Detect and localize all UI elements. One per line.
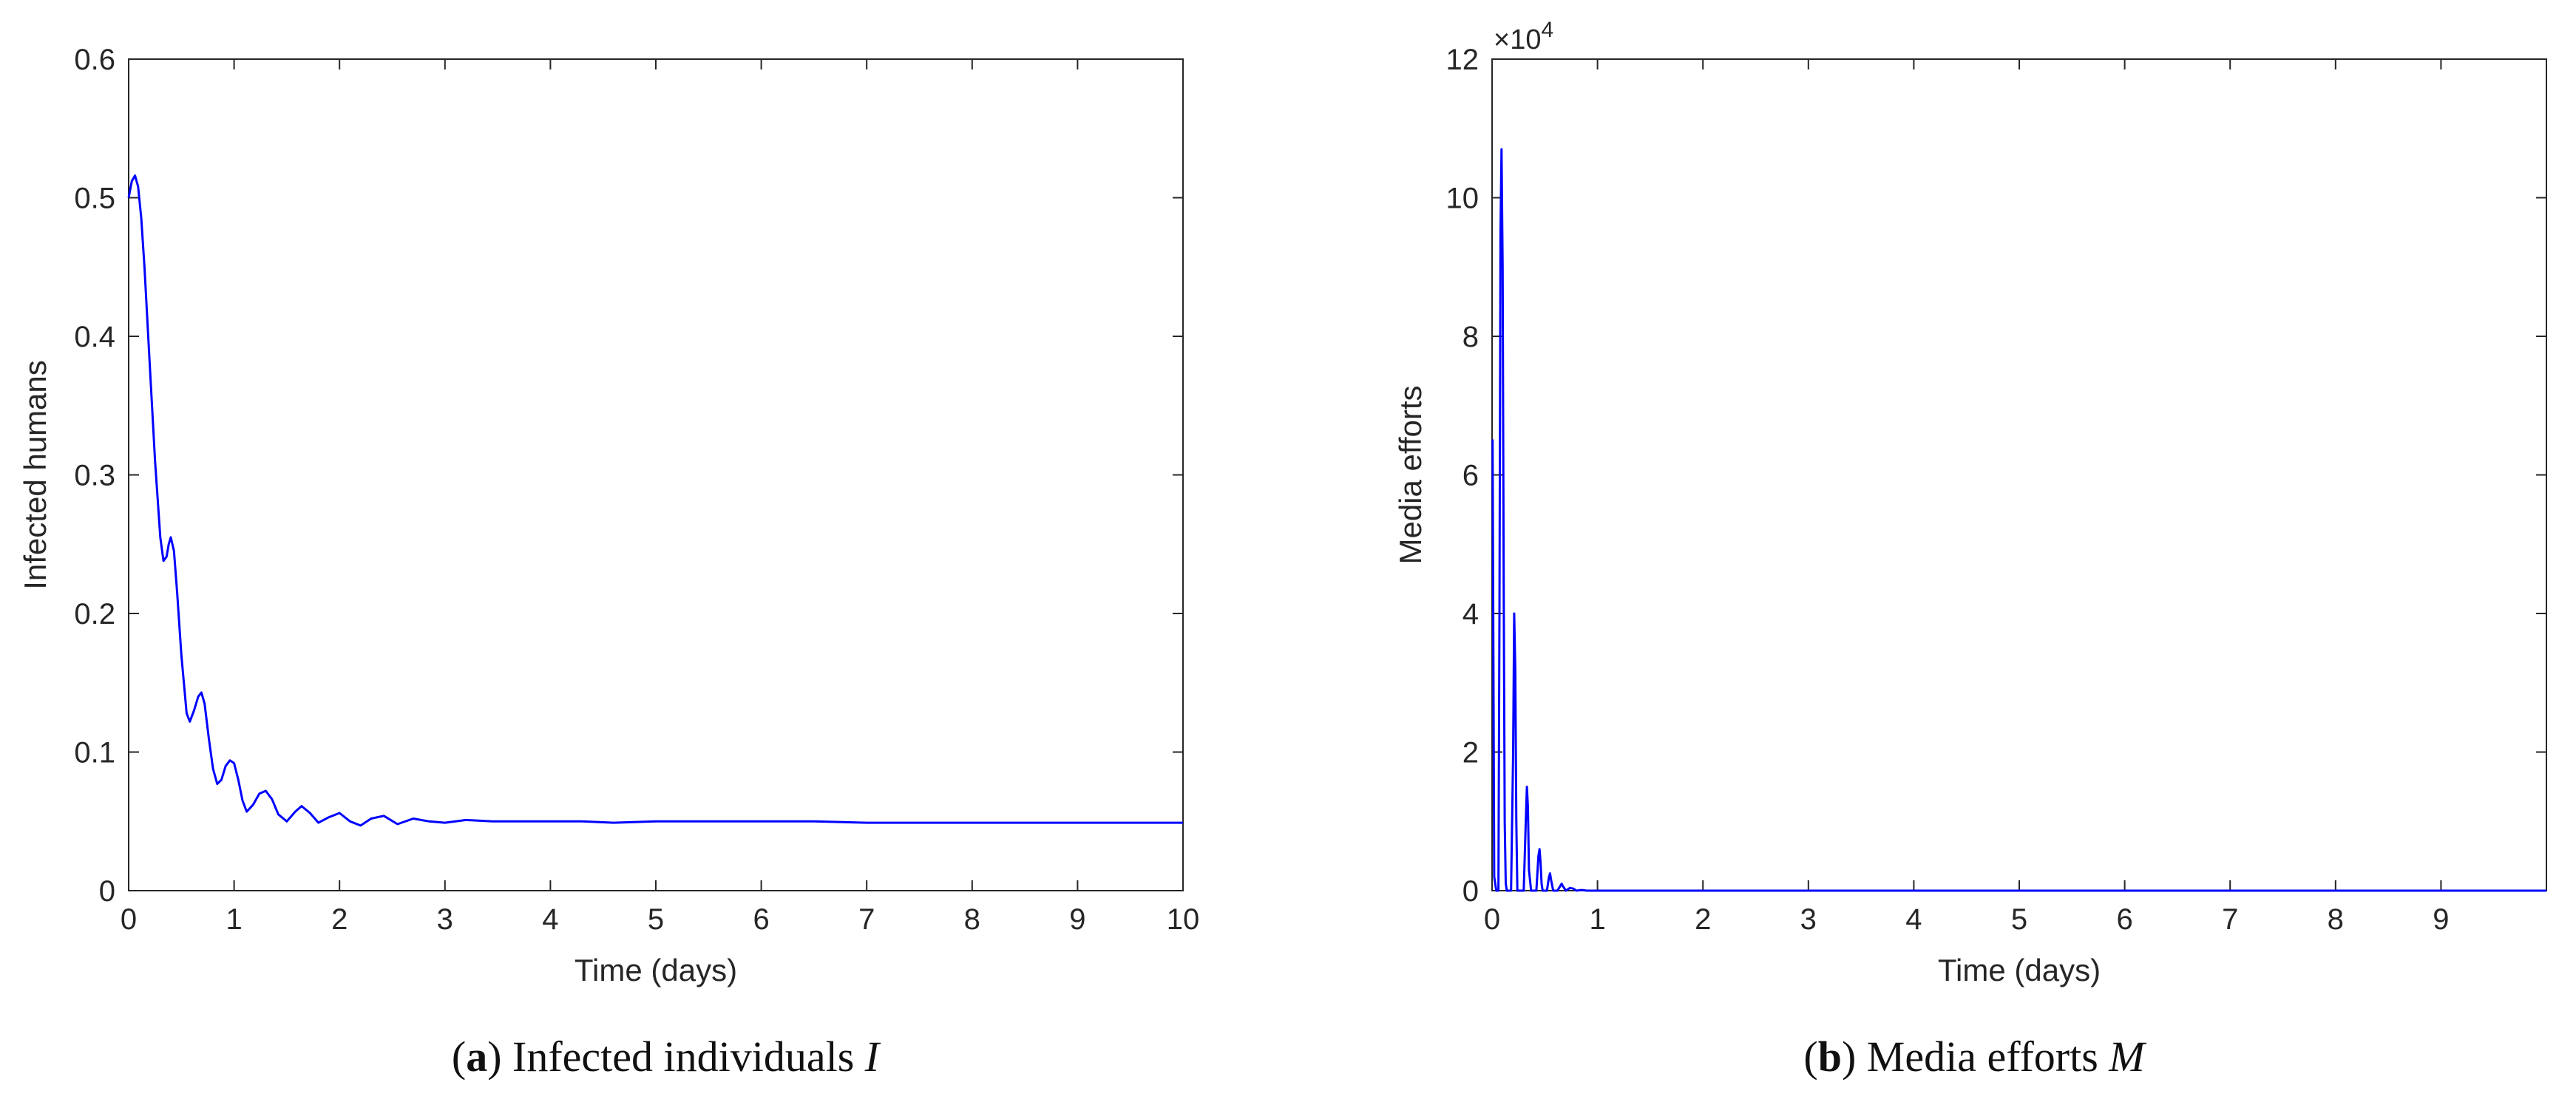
x-tick-label-a: 0 <box>121 903 137 936</box>
y-tick-label-b: 4 <box>1462 598 1479 630</box>
y-tick-label-a: 0.2 <box>74 598 115 630</box>
y-tick-label-b: 10 <box>1446 183 1479 215</box>
y-tick-label-a: 0.3 <box>74 460 115 492</box>
x-tick-label-a: 8 <box>964 903 980 936</box>
x-tick-label-a: 7 <box>858 903 875 936</box>
plot-frame-b <box>1491 58 2547 891</box>
caption-a-text: Infected individuals <box>501 1033 865 1081</box>
x-tick-label-b: 3 <box>1800 903 1817 936</box>
y-tick-label-b: 6 <box>1462 460 1479 492</box>
x-tick-label-b: 7 <box>2222 903 2238 936</box>
x-tick-label-b: 4 <box>1905 903 1922 936</box>
caption-a-tag: a <box>466 1033 488 1081</box>
x-tick-label-b: 5 <box>2011 903 2027 936</box>
x-axis-label-a: Time (days) <box>574 953 737 987</box>
x-tick-label-b: 8 <box>2328 903 2344 936</box>
caption-b-text: Media efforts <box>1856 1033 2109 1081</box>
x-tick-label-a: 3 <box>437 903 453 936</box>
caption-a: (a) Infected individuals I <box>451 1033 880 1081</box>
x-tick-label-a: 10 <box>1167 903 1200 936</box>
y-tick-label-b: 2 <box>1462 737 1479 769</box>
caption-b-tag: b <box>1817 1033 1842 1081</box>
y-axis-label-a: Infected humans <box>18 360 52 590</box>
y-tick-label-a: 0.5 <box>74 183 115 215</box>
y-tick-label-b: 0 <box>1462 875 1479 908</box>
x-tick-label-a: 1 <box>226 903 242 936</box>
y-exponent-label-b: ×104 <box>1494 18 1553 55</box>
x-tick-label-a: 6 <box>753 903 769 936</box>
y-tick-label-a: 0.4 <box>74 321 115 353</box>
y-tick-label-a: 0.6 <box>74 44 115 76</box>
x-tick-label-b: 6 <box>2116 903 2132 936</box>
x-tick-label-b: 0 <box>1484 903 1500 936</box>
caption-b: (b) Media efforts M <box>1803 1033 2145 1081</box>
x-tick-label-b: 9 <box>2433 903 2449 936</box>
x-axis-label-b: Time (days) <box>1938 953 2101 987</box>
x-tick-label-a: 2 <box>331 903 348 936</box>
x-tick-label-a: 9 <box>1069 903 1085 936</box>
series-line-b <box>1491 148 2546 892</box>
series-line-a <box>127 174 1183 827</box>
x-tick-label-b: 2 <box>1695 903 1711 936</box>
x-tick-label-a: 4 <box>542 903 558 936</box>
plot-frame-a <box>128 58 1184 891</box>
x-tick-label-b: 1 <box>1589 903 1605 936</box>
caption-b-symbol: M <box>2109 1033 2145 1081</box>
y-axis-label-b: Media efforts <box>1393 385 1428 564</box>
chart-a: 0 1 2 3 4 5 6 7 8 9 10 0 0.1 0.2 0.3 0.4 0.5 0.6 Time (day… <box>18 44 1199 987</box>
y-tick-label-a: 0 <box>99 875 115 908</box>
y-tick-label-a: 0.1 <box>74 737 115 769</box>
y-tick-label-b: 8 <box>1462 321 1479 353</box>
y-tick-label-b: 12 <box>1446 44 1479 76</box>
x-tick-label-a: 5 <box>648 903 664 936</box>
caption-a-symbol: I <box>864 1033 880 1081</box>
